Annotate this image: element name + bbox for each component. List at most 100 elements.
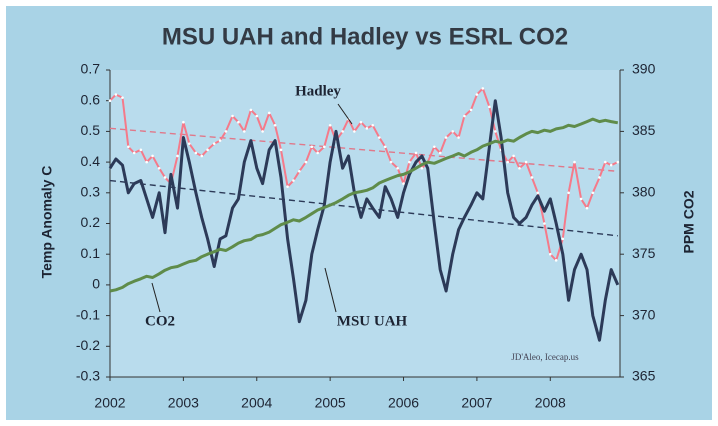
data-point <box>114 93 118 96</box>
data-point <box>242 130 246 133</box>
y2-tick-label: 380 <box>632 184 656 200</box>
series-label: MSU UAH <box>337 313 408 329</box>
y2-tick-label: 385 <box>632 122 656 138</box>
data-point <box>579 197 583 201</box>
data-point <box>151 154 154 158</box>
data-point <box>512 154 515 158</box>
y-tick-label: 0.5 <box>81 122 101 138</box>
y2-tick-label: 365 <box>632 368 656 384</box>
data-point <box>402 182 405 185</box>
x-tick-label: 2002 <box>94 395 125 411</box>
y2-tick-label: 390 <box>632 61 656 77</box>
data-point <box>328 123 332 127</box>
data-point <box>249 108 253 112</box>
data-point <box>267 111 271 115</box>
chart-title: MSU UAH and Hadley vs ESRL CO2 <box>162 23 568 50</box>
x-tick-label: 2005 <box>315 395 346 411</box>
data-point <box>255 114 259 118</box>
data-point <box>475 93 479 96</box>
data-point <box>567 191 570 195</box>
plot-area <box>110 70 620 377</box>
data-point <box>200 154 204 158</box>
data-point <box>304 160 308 164</box>
data-point <box>298 170 301 173</box>
data-point <box>506 160 510 164</box>
y-tick-label: 0.3 <box>81 184 101 200</box>
y-tick-label: 0.1 <box>81 245 101 261</box>
data-point <box>279 148 283 152</box>
data-point <box>457 136 460 139</box>
data-point <box>481 87 485 90</box>
y-tick-label: -0.2 <box>76 337 100 353</box>
data-point <box>206 148 209 152</box>
data-point <box>353 130 356 133</box>
data-point <box>396 166 399 170</box>
data-point <box>414 151 418 155</box>
data-point <box>292 179 295 182</box>
data-point <box>561 237 565 241</box>
data-point <box>224 130 228 133</box>
data-point <box>488 105 491 109</box>
data-point <box>139 148 143 152</box>
data-point <box>383 145 387 149</box>
data-point <box>598 176 601 179</box>
data-point <box>518 166 521 170</box>
y-axis-title: Temp Anomaly C <box>39 166 55 279</box>
data-point <box>420 166 424 170</box>
x-tick-label: 2004 <box>241 395 272 411</box>
data-point <box>145 160 148 164</box>
data-point <box>212 142 216 145</box>
annotation-arrow <box>324 267 337 313</box>
credit: JD'Aleo, Icecap.us <box>511 352 579 362</box>
data-point <box>261 130 264 133</box>
series-label: CO2 <box>145 313 175 329</box>
data-point <box>408 160 411 164</box>
data-point <box>127 145 130 149</box>
data-point <box>433 145 436 149</box>
data-point <box>451 130 454 133</box>
data-point <box>554 259 558 262</box>
data-point <box>108 99 112 102</box>
data-point <box>121 96 124 99</box>
data-point <box>591 191 595 195</box>
annotation-arrow <box>151 282 161 313</box>
data-point <box>187 142 191 145</box>
x-tick-label: 2008 <box>535 395 566 411</box>
data-point <box>316 151 319 155</box>
data-point <box>371 123 375 127</box>
y-tick-label: -0.3 <box>76 368 100 384</box>
y-tick-label: 0.6 <box>81 91 101 107</box>
data-point <box>237 120 240 124</box>
data-point <box>604 160 607 164</box>
data-point <box>463 114 466 118</box>
x-tick-label: 2003 <box>168 395 199 411</box>
series-label: Hadley <box>295 83 341 99</box>
data-point <box>194 151 198 155</box>
data-point <box>493 130 497 133</box>
data-point <box>616 160 620 164</box>
data-point <box>524 160 528 164</box>
data-point <box>609 163 613 167</box>
data-point <box>365 127 369 130</box>
data-point <box>543 222 546 225</box>
y-tick-label: 0.4 <box>81 153 101 169</box>
data-point <box>548 252 552 256</box>
series-line <box>108 99 620 342</box>
data-point <box>322 145 326 149</box>
data-point <box>469 108 473 112</box>
annotation-arrow <box>337 103 353 125</box>
y2-axis-title: PPM CO2 <box>681 190 697 253</box>
y-tick-label: -0.1 <box>76 306 100 322</box>
data-point <box>310 145 314 149</box>
data-point <box>157 166 161 170</box>
series-line <box>109 117 619 293</box>
data-point <box>585 206 589 210</box>
data-point <box>573 160 576 164</box>
data-point <box>378 136 381 139</box>
x-tick-label: 2007 <box>461 395 492 411</box>
data-point <box>341 130 344 133</box>
data-point <box>536 191 540 195</box>
data-point <box>530 176 534 179</box>
y-tick-label: 0.7 <box>81 61 101 77</box>
